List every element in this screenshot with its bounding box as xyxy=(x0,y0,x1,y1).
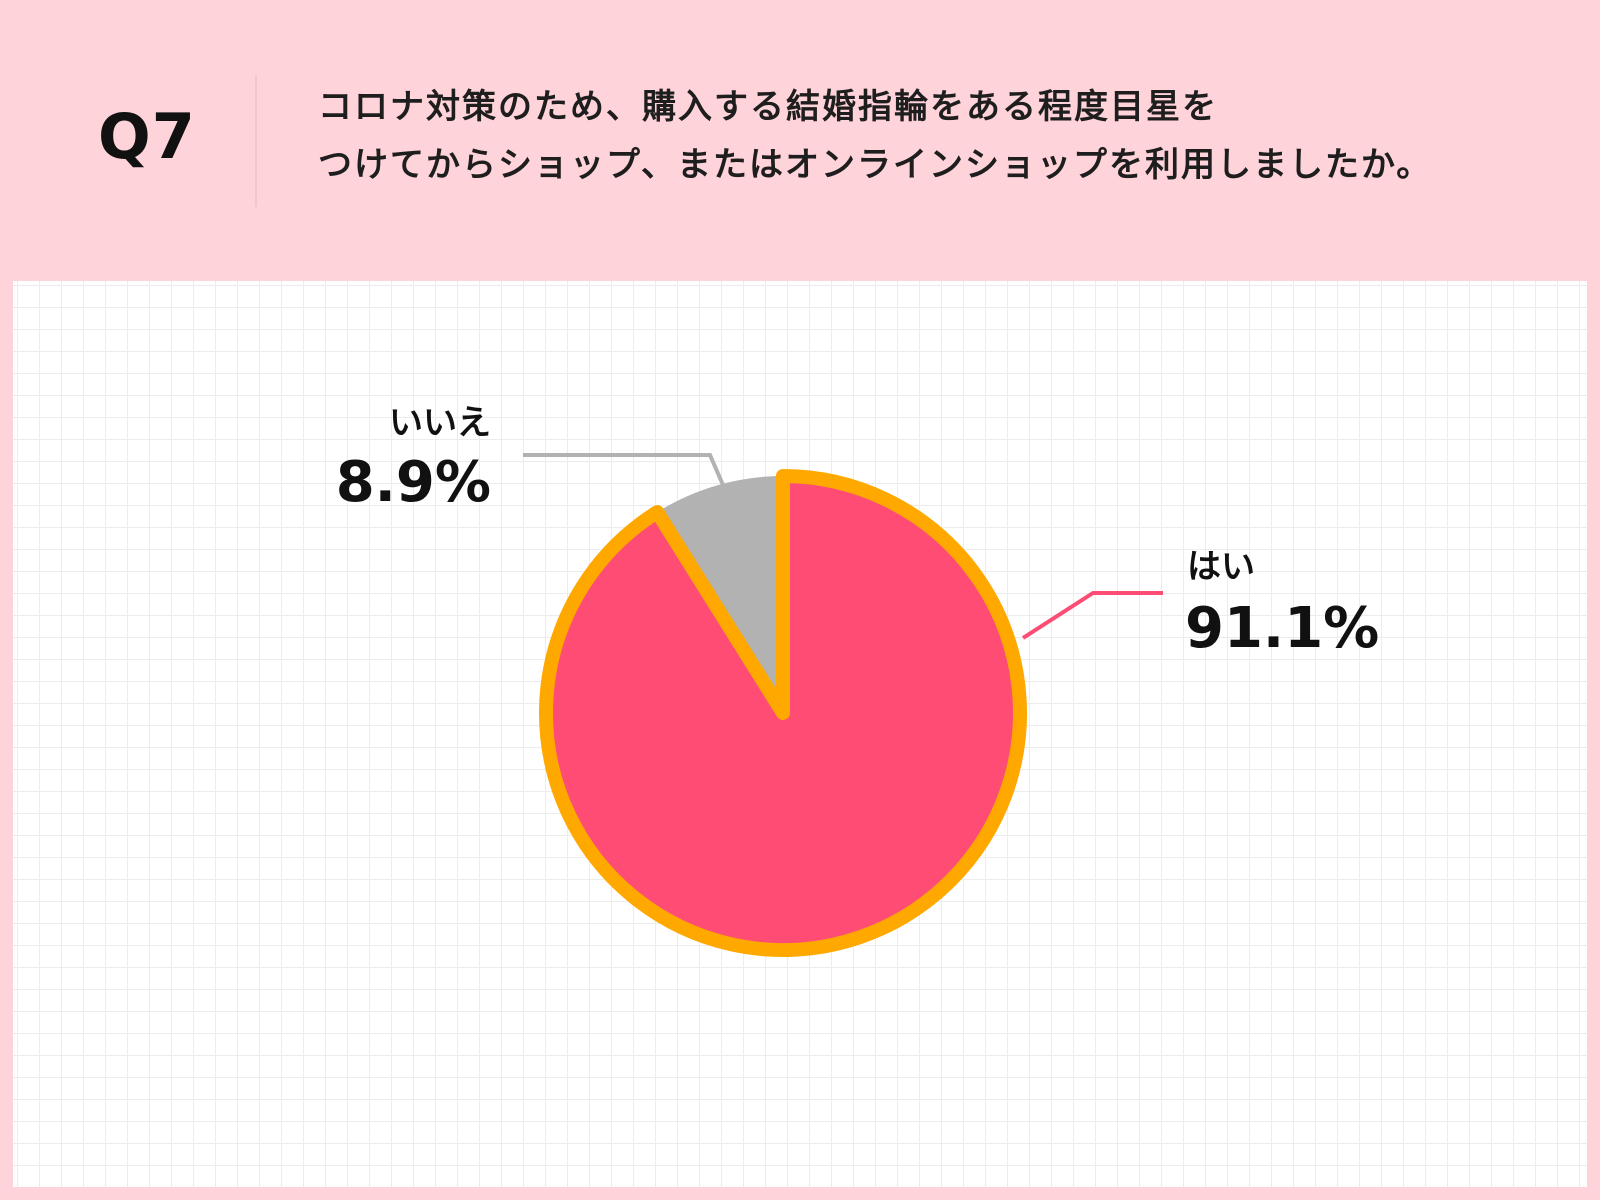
slice-value-yes: 91.1% xyxy=(1185,596,1379,661)
slice-label-yes: はい xyxy=(1187,547,1255,587)
chart-panel: いいえ 8.9% はい 91.1% xyxy=(13,281,1587,1187)
leader-line-no xyxy=(523,453,725,486)
slice-value-no: 8.9% xyxy=(336,450,491,515)
slice-label-no: いいえ xyxy=(389,403,491,443)
header-divider xyxy=(255,75,257,207)
question-line-1: コロナ対策のため、購入する結婚指輪をある程度目星を xyxy=(318,87,1218,127)
question-header: Q7 コロナ対策のため、購入する結婚指輪をある程度目星を つけてからショップ、ま… xyxy=(0,0,1600,275)
pie-chart: いいえ 8.9% はい 91.1% xyxy=(336,403,1379,957)
question-text: コロナ対策のため、購入する結婚指輪をある程度目星を つけてからショップ、またはオ… xyxy=(318,78,1588,194)
question-number: Q7 xyxy=(98,100,196,173)
question-line-2: つけてからショップ、またはオンラインショップを利用しましたか。 xyxy=(318,145,1433,185)
leader-line-yes xyxy=(1021,591,1163,640)
pie-slice-yes xyxy=(539,469,1027,957)
